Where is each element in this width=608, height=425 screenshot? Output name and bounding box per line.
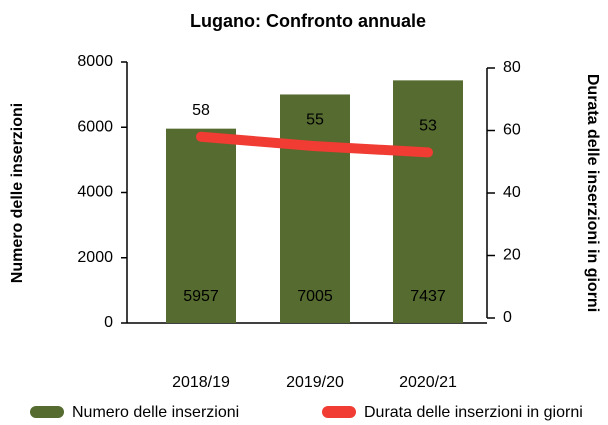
y-axis-title: Numero delle inserzioni: [9, 103, 26, 283]
y2-axis-title: Durata delle inserzioni in giorni: [584, 74, 601, 312]
y2-tick-label: 0: [503, 309, 512, 326]
x-tick-label: 2018/19: [172, 374, 230, 391]
bar-value-label: 7437: [410, 288, 446, 305]
y2-tick-label: 80: [503, 59, 521, 76]
legend-swatch: [322, 406, 356, 418]
x-tick-label: 2020/21: [399, 374, 457, 391]
y2-tick-label: 20: [503, 247, 521, 264]
y-tick-label: 0: [104, 314, 113, 331]
bar: [166, 128, 236, 323]
line: [196, 131, 433, 158]
y-tick-label: 4000: [77, 184, 113, 201]
bar-value-label: 7005: [297, 288, 333, 305]
y2-tick-label: 60: [503, 122, 521, 139]
legend-swatch: [30, 406, 64, 418]
y2-tick-label: 40: [503, 184, 521, 201]
y-tick-label: 8000: [77, 53, 113, 70]
y-tick-label: 6000: [77, 118, 113, 135]
y-tick-label: 2000: [77, 249, 113, 266]
bar: [393, 80, 463, 323]
line-value-label: 53: [419, 118, 437, 135]
bar-value-label: 5957: [183, 288, 219, 305]
x-tick-label: 2019/20: [286, 374, 344, 391]
legend-label: Durata delle inserzioni in giorni: [364, 404, 583, 421]
line-value-label: 55: [306, 111, 324, 128]
line-value-label: 58: [192, 102, 210, 119]
legend-label: Numero delle inserzioni: [72, 404, 239, 421]
bar: [280, 94, 350, 323]
chart-title: Lugano: Confronto annuale: [190, 11, 426, 31]
